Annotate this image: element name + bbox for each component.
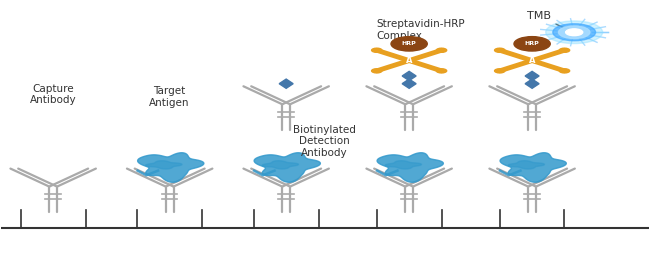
Polygon shape	[525, 79, 539, 88]
Text: Capture
Antibody: Capture Antibody	[30, 84, 77, 105]
Polygon shape	[254, 153, 320, 182]
Text: TMB: TMB	[526, 11, 570, 31]
Circle shape	[391, 37, 427, 51]
Circle shape	[566, 29, 582, 36]
Circle shape	[558, 26, 590, 38]
Circle shape	[559, 69, 569, 73]
Polygon shape	[280, 79, 293, 88]
Text: HRP: HRP	[402, 41, 417, 46]
Circle shape	[372, 48, 382, 52]
Polygon shape	[500, 153, 566, 182]
Text: A: A	[406, 56, 412, 65]
Text: A: A	[529, 56, 536, 65]
Circle shape	[436, 69, 447, 73]
Polygon shape	[525, 71, 539, 81]
Text: Target
Antigen: Target Antigen	[150, 86, 190, 108]
Polygon shape	[402, 79, 416, 88]
Circle shape	[436, 48, 447, 52]
Text: Streptavidin-HRP
Complex: Streptavidin-HRP Complex	[377, 20, 465, 41]
Circle shape	[514, 37, 551, 51]
Text: Biotinylated
Detection
Antibody: Biotinylated Detection Antibody	[292, 125, 356, 158]
Polygon shape	[146, 161, 182, 169]
Circle shape	[495, 48, 505, 52]
Circle shape	[546, 21, 603, 44]
Circle shape	[495, 69, 505, 73]
Polygon shape	[262, 161, 298, 169]
Polygon shape	[402, 71, 416, 81]
Polygon shape	[377, 153, 443, 182]
Polygon shape	[385, 161, 421, 169]
Circle shape	[372, 69, 382, 73]
Circle shape	[559, 48, 569, 52]
Polygon shape	[508, 161, 545, 169]
Circle shape	[552, 24, 595, 41]
Polygon shape	[138, 153, 204, 182]
Text: HRP: HRP	[525, 41, 540, 46]
